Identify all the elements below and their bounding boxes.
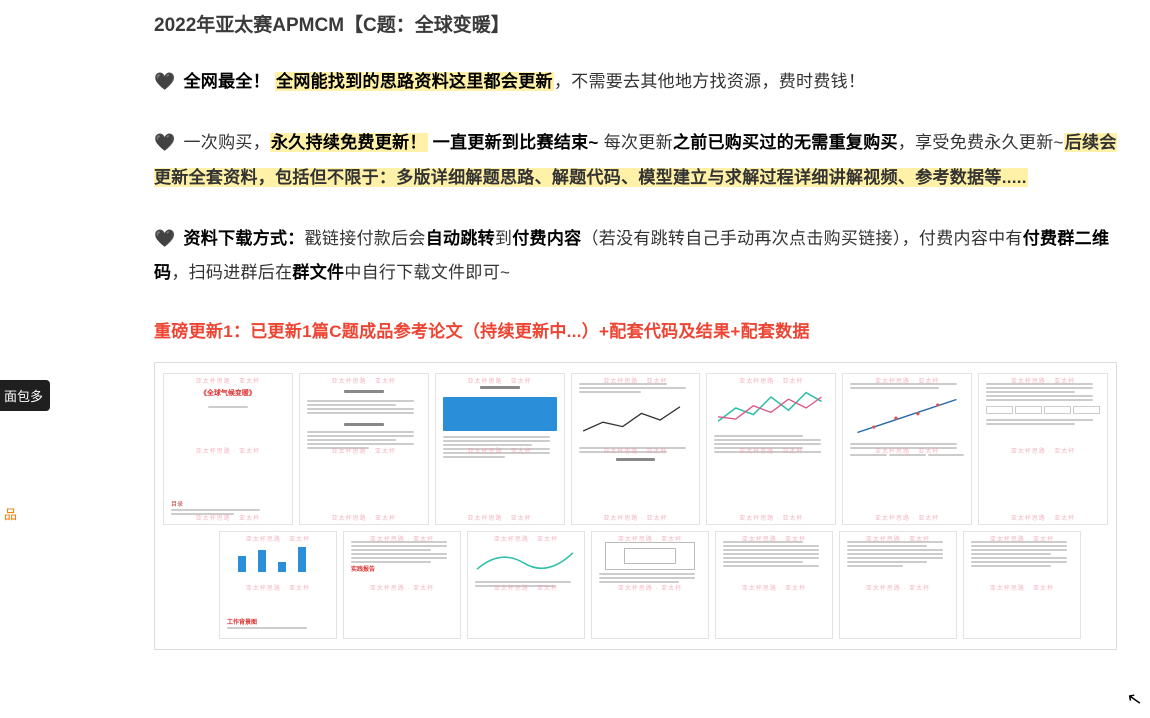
p3-d: 付费内容: [512, 229, 581, 248]
watermark: 亚太杯思路 · 亚太杯: [470, 583, 582, 592]
watermark: 亚太杯思路 · 亚太杯: [166, 513, 290, 522]
bar-chart-icon: [227, 544, 329, 574]
watermark: 亚太杯思路 · 亚太杯: [438, 446, 562, 455]
thumb-doc-13[interactable]: 亚太杯思路 · 亚太杯 亚太杯思路 · 亚太杯: [839, 531, 957, 639]
watermark: 亚太杯思路 · 亚太杯: [166, 376, 290, 385]
update-headline: 重磅更新1：已更新1篇C题成品参考论文（持续更新中...）+配套代码及结果+配套…: [154, 317, 1117, 342]
watermark: 亚太杯思路 · 亚太杯: [438, 376, 562, 385]
watermark: 亚太杯思路 · 亚太杯: [302, 446, 426, 455]
thumb-doc-10[interactable]: 亚太杯思路 · 亚太杯 亚太杯思路 · 亚太杯: [467, 531, 585, 639]
line-chart-icon: [579, 398, 693, 442]
thumb-title: 《全球气候变暖》: [171, 388, 285, 398]
p3-a: 戳链接付款后会: [305, 229, 426, 248]
scatter-chart-icon: [850, 394, 964, 438]
sidebar-dark-tag[interactable]: 面包多: [0, 380, 50, 411]
watermark: 亚太杯思路 · 亚太杯: [966, 583, 1078, 592]
watermark: 亚太杯思路 · 亚太杯: [302, 376, 426, 385]
p3-c: 到: [495, 229, 512, 248]
paragraph-2: 🖤 一次购买，永久持续免费更新！ 一直更新到比赛结束~ 每次更新之前已购买过的无…: [154, 126, 1117, 196]
sidebar-orange-tag[interactable]: 品: [0, 498, 50, 529]
p1-highlight: 全网能找到的思路资料这里都会更新: [275, 72, 554, 91]
watermark: 亚太杯思路 · 亚太杯: [981, 376, 1105, 385]
watermark: 亚太杯思路 · 亚太杯: [709, 513, 833, 522]
watermark: 亚太杯思路 · 亚太杯: [222, 534, 334, 543]
page-title: 2022年亚太赛APMCM【C题：全球变暖】: [154, 10, 1117, 37]
thumb-doc-1[interactable]: 亚太杯思路 · 亚太杯 《全球气候变暖》 亚太杯思路 · 亚太杯 目录 亚太杯思…: [163, 373, 293, 525]
p2-a: 一次购买，: [184, 133, 271, 152]
thumb-row-1: 亚太杯思路 · 亚太杯 《全球气候变暖》 亚太杯思路 · 亚太杯 目录 亚太杯思…: [163, 373, 1108, 525]
thumb-row-2: 亚太杯思路 · 亚太杯 亚太杯思路 · 亚太杯 工作背景图 亚太杯思路 · 亚太…: [163, 531, 1108, 639]
p2-b: 永久持续免费更新！: [270, 133, 428, 152]
thumb-red-label: 工作背景图: [227, 617, 329, 626]
watermark: 亚太杯思路 · 亚太杯: [470, 534, 582, 543]
watermark: 亚太杯思路 · 亚太杯: [845, 513, 969, 522]
diagram-icon: [605, 542, 695, 570]
watermark: 亚太杯思路 · 亚太杯: [438, 513, 562, 522]
watermark: 亚太杯思路 · 亚太杯: [346, 583, 458, 592]
watermark: 亚太杯思路 · 亚太杯: [166, 446, 290, 455]
p2-d: 每次更新: [604, 133, 673, 152]
watermark: 亚太杯思路 · 亚太杯: [574, 376, 698, 385]
thumb-doc-3[interactable]: 亚太杯思路 · 亚太杯 亚太杯思路 · 亚太杯 亚太杯思路 · 亚太杯: [435, 373, 565, 525]
watermark: 亚太杯思路 · 亚太杯: [845, 446, 969, 455]
watermark: 亚太杯思路 · 亚太杯: [709, 446, 833, 455]
thumb-doc-11[interactable]: 亚太杯思路 · 亚太杯 亚太杯思路 · 亚太杯: [591, 531, 709, 639]
watermark: 亚太杯思路 · 亚太杯: [222, 583, 334, 592]
p3-i: 中自行下载文件即可~: [344, 263, 510, 282]
watermark: 亚太杯思路 · 亚太杯: [594, 583, 706, 592]
watermark: 亚太杯思路 · 亚太杯: [709, 376, 833, 385]
thumb-doc-14[interactable]: 亚太杯思路 · 亚太杯 亚太杯思路 · 亚太杯: [963, 531, 1081, 639]
thumb-doc-5[interactable]: 亚太杯思路 · 亚太杯 亚太杯思路 · 亚太杯 亚太杯思路 · 亚太杯: [706, 373, 836, 525]
article-content: 2022年亚太赛APMCM【C题：全球变暖】 🖤 全网最全！ 全网能找到的思路资…: [148, 0, 1123, 650]
paragraph-1: 🖤 全网最全！ 全网能找到的思路资料这里都会更新，不需要去其他地方找资源，费时费…: [154, 65, 1117, 100]
watermark: 亚太杯思路 · 亚太杯: [574, 446, 698, 455]
p3-lead: 资料下载方式：: [184, 229, 305, 248]
watermark: 亚太杯思路 · 亚太杯: [981, 446, 1105, 455]
heart-icon: 🖤: [154, 126, 175, 161]
p2-e: 之前已购买过的无需重复购买: [673, 133, 898, 152]
watermark: 亚太杯思路 · 亚太杯: [842, 534, 954, 543]
thumb-red-label: 实践报告: [351, 564, 453, 573]
sidebar-orange-label: 品: [4, 507, 17, 522]
thumb-doc-4[interactable]: 亚太杯思路 · 亚太杯 亚太杯思路 · 亚太杯 亚太杯思路 · 亚太杯: [571, 373, 701, 525]
watermark: 亚太杯思路 · 亚太杯: [966, 534, 1078, 543]
heart-icon: 🖤: [154, 222, 175, 257]
thumbnail-gallery: 亚太杯思路 · 亚太杯 《全球气候变暖》 亚太杯思路 · 亚太杯 目录 亚太杯思…: [154, 362, 1117, 650]
blue-chart-icon: [443, 397, 557, 431]
paragraph-3: 🖤 资料下载方式：戳链接付款后会自动跳转到付费内容（若没有跳转自己手动再次点击购…: [154, 222, 1117, 292]
thumb-doc-6[interactable]: 亚太杯思路 · 亚太杯 亚太杯思路 · 亚太杯 亚太杯思路 · 亚太杯: [842, 373, 972, 525]
curve-chart-icon: [475, 544, 577, 576]
heart-icon: 🖤: [154, 65, 175, 100]
thumb-doc-12[interactable]: 亚太杯思路 · 亚太杯 亚太杯思路 · 亚太杯: [715, 531, 833, 639]
thumb-doc-8[interactable]: 亚太杯思路 · 亚太杯 亚太杯思路 · 亚太杯 工作背景图: [219, 531, 337, 639]
p2-c: 一直更新到比赛结束~: [433, 133, 604, 152]
thumb-doc-7[interactable]: 亚太杯思路 · 亚太杯 亚太杯思路 · 亚太杯 亚太杯思路 · 亚太杯: [978, 373, 1108, 525]
p2-f: ，享受免费永久更新~: [898, 133, 1064, 152]
watermark: 亚太杯思路 · 亚太杯: [302, 513, 426, 522]
sidebar-dark-label: 面包多: [4, 389, 43, 404]
p3-h: 群文件: [292, 263, 344, 282]
cursor-icon: ↖: [1125, 688, 1144, 711]
watermark: 亚太杯思路 · 亚太杯: [842, 583, 954, 592]
watermark: 亚太杯思路 · 亚太杯: [346, 534, 458, 543]
p1-lead: 全网最全！: [184, 72, 271, 91]
watermark: 亚太杯思路 · 亚太杯: [981, 513, 1105, 522]
watermark: 亚太杯思路 · 亚太杯: [718, 583, 830, 592]
thumb-doc-9[interactable]: 亚太杯思路 · 亚太杯 亚太杯思路 · 亚太杯 实践报告: [343, 531, 461, 639]
p3-e: （若没有跳转自己手动再次点击购买链接），付费内容中有: [581, 229, 1022, 248]
watermark: 亚太杯思路 · 亚太杯: [845, 376, 969, 385]
thumb-doc-2[interactable]: 亚太杯思路 · 亚太杯 亚太杯思路 · 亚太杯 亚太杯思路 · 亚太杯: [299, 373, 429, 525]
multi-line-chart-icon: [714, 386, 828, 430]
p3-g: ，扫码进群后在: [171, 263, 292, 282]
watermark: 亚太杯思路 · 亚太杯: [574, 513, 698, 522]
p3-b: 自动跳转: [426, 229, 495, 248]
watermark: 亚太杯思路 · 亚太杯: [718, 534, 830, 543]
p1-tail: ，不需要去其他地方找资源，费时费钱！: [554, 72, 865, 91]
